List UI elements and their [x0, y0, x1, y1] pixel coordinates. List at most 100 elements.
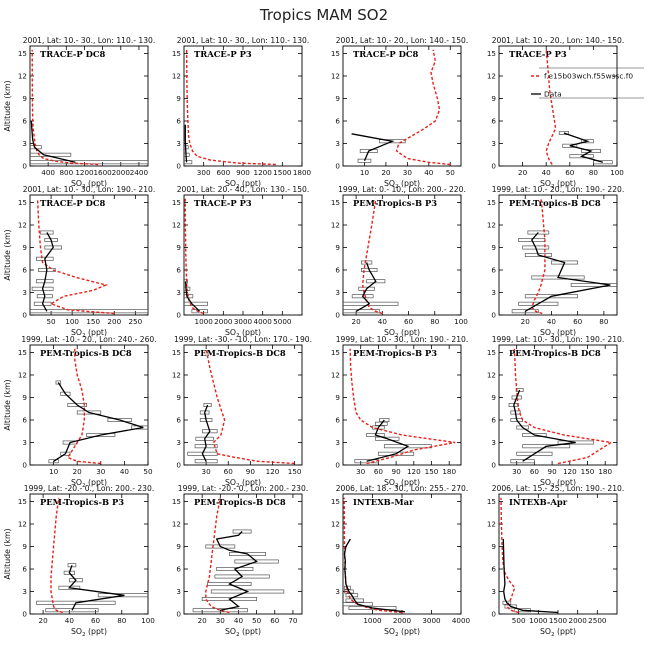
panel-6: 2001, Lat: 20.- 40., Lon: 130.- 150. TRAC…: [172, 185, 309, 339]
x-tick-label: 40: [234, 616, 244, 625]
obs-line: [355, 262, 377, 312]
y-tick-label: 9: [22, 393, 27, 402]
panel-header: 1999, Lat: -10.- 20., Lon: 240.- 260.: [21, 335, 156, 344]
y-tick-label: 12: [18, 221, 27, 230]
panel-frame: [342, 194, 462, 316]
plot-area: [500, 497, 559, 614]
y-tick-label: 15: [487, 49, 496, 58]
x-axis-label: SO2 (ppt): [225, 627, 261, 638]
error-bar: [48, 459, 59, 464]
x-tick-label: 150: [425, 467, 439, 476]
plot-area: [184, 49, 276, 166]
y-tick-label: 9: [491, 542, 496, 551]
obs-line: [366, 419, 410, 462]
y-axis-label: Altitude (km): [3, 528, 12, 579]
x-tick-label: 150: [288, 467, 302, 476]
y-tick-label: 15: [331, 497, 340, 506]
model-line: [349, 348, 456, 465]
plot-area: [48, 348, 148, 465]
x-tick-label: 1600: [93, 168, 112, 177]
y-tick-label: 12: [172, 72, 181, 81]
x-axis-label: SO2 (ppt): [540, 627, 576, 638]
error-bar: [581, 149, 601, 153]
y-tick-label: 9: [335, 542, 340, 551]
x-tick-label: 80: [117, 616, 127, 625]
x-axis-label: SO2 (ppt): [384, 328, 420, 339]
error-bar: [67, 403, 87, 407]
y-tick-label: 0: [335, 461, 340, 470]
error-bar: [522, 433, 547, 437]
model-line: [395, 49, 451, 166]
panel-frame: [498, 344, 618, 466]
error-bar: [558, 131, 569, 135]
panel-3: 2001, Lat: 10.- 20., Lon: 140.- 150. TRAC…: [331, 36, 468, 190]
model-line: [36, 198, 115, 315]
panel-frame: [183, 194, 303, 316]
obs-line: [563, 132, 603, 163]
x-axis-label: SO2 (ppt): [225, 478, 261, 489]
x-tick-label: 2000: [393, 616, 412, 625]
y-tick-label: 0: [491, 610, 496, 619]
legend: f.e15b03wch.f55wssc.f0 Data: [531, 67, 644, 99]
error-bar: [107, 418, 132, 422]
campaign-label: PEM-Tropics-B DC8: [509, 348, 601, 358]
y-tick-label: 0: [22, 311, 27, 320]
y-tick-label: 6: [491, 565, 496, 574]
error-bar: [36, 600, 116, 605]
y-tick-label: 12: [487, 221, 496, 230]
x-tick-label: 400: [41, 168, 55, 177]
y-tick-label: 9: [22, 243, 27, 252]
campaign-label: TRACE-P DC8: [40, 49, 106, 59]
x-tick-label: 100: [141, 616, 155, 625]
y-tick-label: 3: [22, 587, 27, 596]
panel-header: 1999, Lat: -20.- 0., Lon: 200.- 230.: [178, 484, 309, 493]
error-bar: [511, 309, 539, 314]
y-tick-label: 15: [18, 348, 27, 357]
obs-line: [513, 389, 576, 462]
x-tick-label: 250: [128, 317, 142, 326]
y-tick-label: 9: [176, 243, 181, 252]
panel-13: 1999, Lat: -20.- 0., Lon: 200.- 230. PEM-…: [3, 484, 155, 638]
y-tick-label: 12: [18, 520, 27, 529]
error-bar: [504, 604, 518, 609]
model-line: [545, 49, 557, 165]
x-tick-label: 90: [246, 467, 256, 476]
y-tick-label: 12: [18, 72, 27, 81]
x-tick-label: 60: [224, 467, 234, 476]
panel-4: 2001, Lat: 10.- 20., Lon: 140.- 150. TRAC…: [487, 36, 624, 190]
campaign-label: INTEXB-Mar: [353, 497, 414, 507]
error-bar: [345, 593, 359, 598]
error-bar: [357, 158, 372, 163]
error-bar: [557, 440, 594, 445]
y-tick-label: 6: [176, 266, 181, 275]
x-tick-label: 30: [216, 616, 226, 625]
x-tick-label: 120: [407, 467, 421, 476]
y-tick-label: 12: [18, 371, 27, 380]
y-tick-label: 3: [491, 139, 496, 148]
x-tick-label: 20: [198, 616, 208, 625]
y-tick-label: 6: [491, 117, 496, 126]
x-axis-label: SO2 (ppt): [540, 179, 576, 190]
panel-frame: [183, 493, 303, 615]
x-tick-label: 500: [512, 616, 526, 625]
error-bar: [345, 598, 365, 603]
error-bar: [366, 279, 386, 284]
model-line: [50, 497, 64, 614]
panel-header: 1999, Lat: 10.- 30., Lon: 190.- 210.: [492, 335, 625, 344]
x-tick-label: 3000: [234, 317, 253, 326]
x-tick-label: 5000: [273, 317, 292, 326]
panel-16: 2006, Lat: 15.- 25., Lon: 190.- 210. INTE…: [487, 484, 624, 638]
y-tick-label: 6: [22, 416, 27, 425]
x-tick-label: 2400: [130, 168, 149, 177]
obs-line: [41, 232, 54, 312]
panel-header: 2001, Lat: 20.- 40., Lon: 130.- 150.: [177, 185, 310, 194]
x-tick-label: 80: [599, 317, 609, 326]
campaign-label: TRACE-P DC8: [353, 49, 419, 59]
y-tick-label: 15: [487, 198, 496, 207]
obs-line: [30, 120, 76, 163]
y-tick-label: 0: [491, 311, 496, 320]
y-tick-label: 6: [491, 416, 496, 425]
error-bar: [569, 154, 594, 159]
y-tick-label: 6: [22, 117, 27, 126]
y-tick-label: 15: [172, 497, 181, 506]
